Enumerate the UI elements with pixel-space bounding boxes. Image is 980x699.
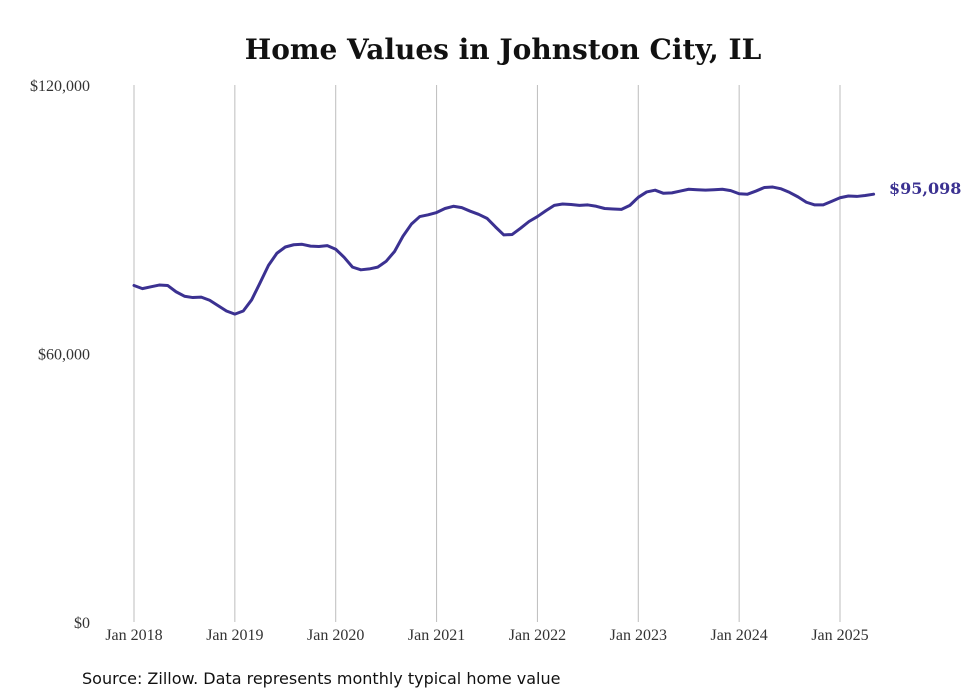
gridlines (133, 85, 841, 622)
y-tick-label: $0 (74, 615, 90, 632)
y-tick-label: $120,000 (30, 78, 90, 95)
y-axis: $0 $60,000 $120,000 (30, 78, 90, 632)
x-tick-label: Jan 2018 (105, 627, 162, 644)
x-tick-label: Jan 2019 (206, 627, 263, 644)
x-tick-label: Jan 2020 (307, 627, 364, 644)
source-note: Source: Zillow. Data represents monthly … (82, 669, 560, 688)
latest-value-label: $95,098 (889, 179, 961, 198)
x-tick-label: Jan 2021 (408, 627, 465, 644)
x-tick-label: Jan 2023 (610, 627, 667, 644)
chart-title: Home Values in Johnston City, IL (245, 33, 762, 66)
y-tick-label: $60,000 (38, 347, 90, 364)
x-tick-label: Jan 2024 (710, 627, 767, 644)
home-value-line (132, 185, 876, 316)
x-tick-label: Jan 2025 (811, 627, 868, 644)
x-tick-label: Jan 2022 (509, 627, 566, 644)
x-axis: Jan 2018 Jan 2019 Jan 2020 Jan 2021 Jan 2022… (105, 627, 868, 644)
